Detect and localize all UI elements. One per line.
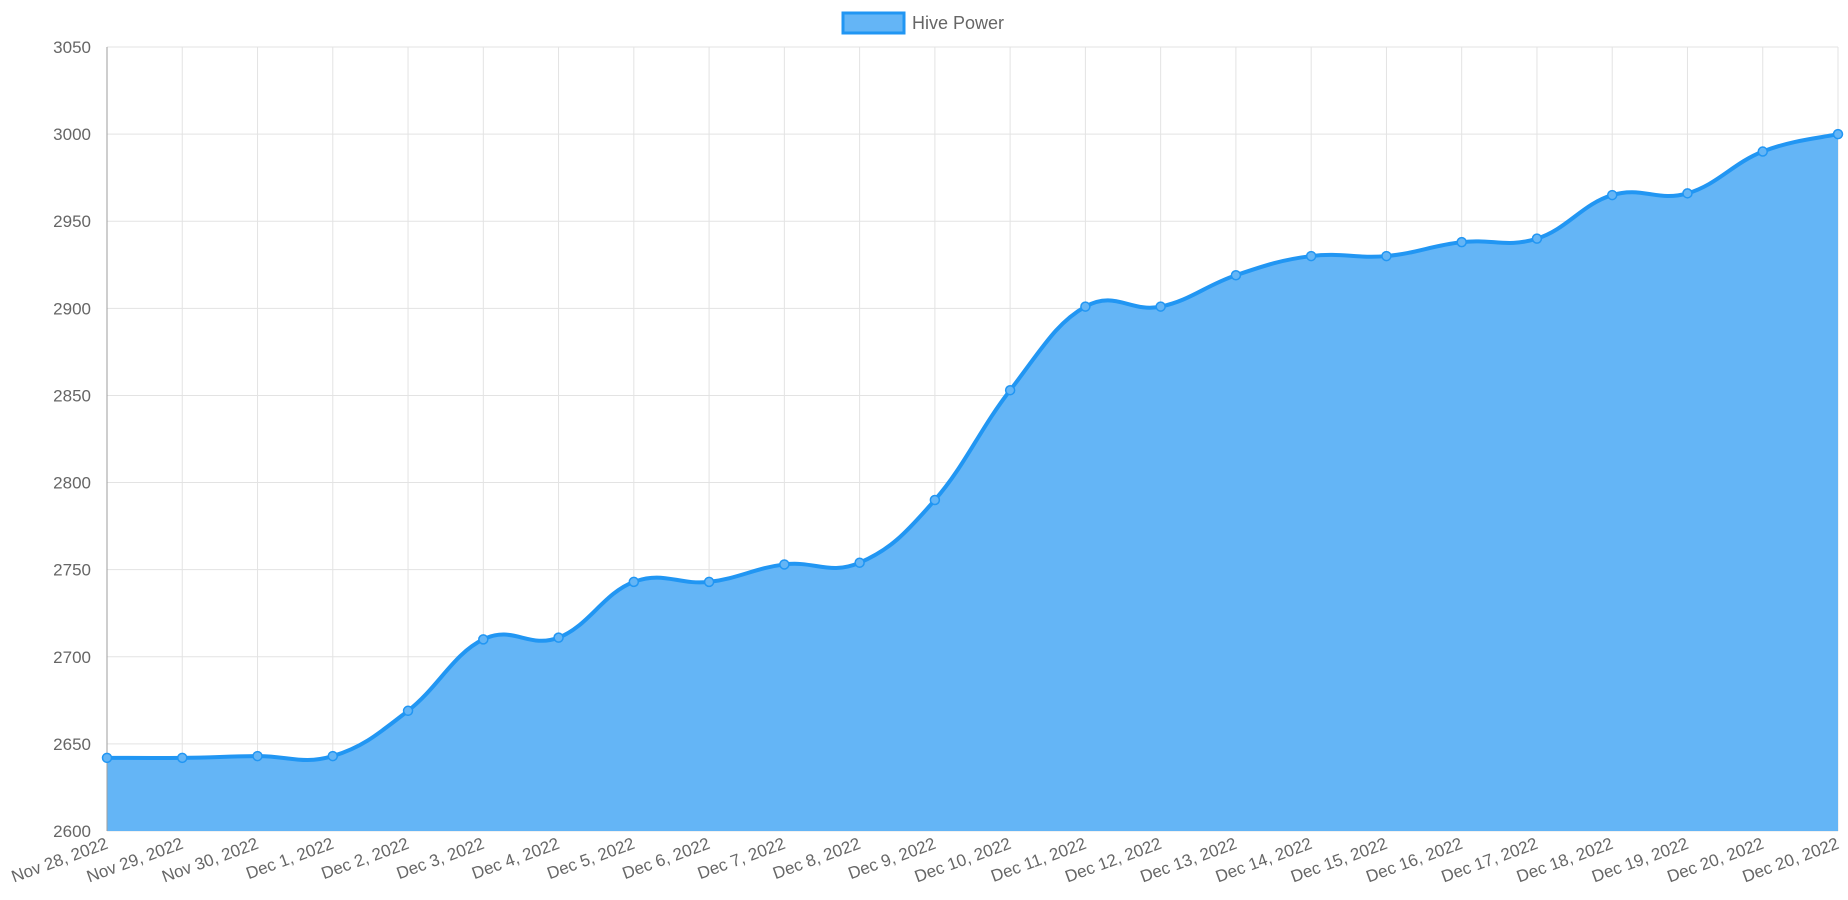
data-point[interactable] — [553, 632, 564, 643]
data-point[interactable] — [1606, 189, 1618, 201]
data-point[interactable] — [252, 750, 263, 762]
data-point[interactable] — [1682, 188, 1693, 199]
y-tick-labels: 2600 2650 2700 2750 2800 2850 2900 2950 3000 3050 — [53, 38, 91, 841]
data-point[interactable] — [327, 750, 339, 762]
data-point[interactable] — [1155, 301, 1166, 312]
data-point[interactable] — [1757, 146, 1768, 157]
y-tick-label: 2800 — [53, 474, 91, 493]
legend[interactable]: Hive Power — [841, 11, 1004, 35]
data-point[interactable] — [1004, 384, 1016, 396]
series-fill-hive-power — [107, 134, 1838, 832]
data-point[interactable] — [1531, 233, 1543, 244]
data-point[interactable] — [1381, 250, 1392, 262]
y-tick-label: 2850 — [53, 386, 91, 405]
y-tick-label: 3000 — [53, 125, 91, 144]
data-point[interactable] — [1456, 236, 1467, 248]
data-point[interactable] — [854, 557, 865, 568]
data-point[interactable] — [101, 752, 113, 764]
data-point[interactable] — [1832, 128, 1844, 140]
legend-swatch-hive-power[interactable] — [841, 11, 906, 35]
data-point[interactable] — [1080, 301, 1091, 312]
y-tick-label: 2650 — [53, 735, 91, 754]
y-tick-label: 3050 — [53, 38, 91, 57]
y-tick-label: 2950 — [53, 212, 91, 231]
data-point[interactable] — [703, 576, 715, 588]
data-point[interactable] — [929, 494, 941, 506]
y-tick-label: 2700 — [53, 648, 91, 667]
data-point[interactable] — [1230, 269, 1242, 281]
data-point[interactable] — [1305, 250, 1317, 262]
data-points — [101, 128, 1844, 764]
y-tick-label: 2900 — [53, 299, 91, 318]
data-point[interactable] — [402, 705, 414, 717]
data-point[interactable] — [177, 752, 188, 764]
data-point[interactable] — [779, 559, 790, 570]
legend-label[interactable]: Hive Power — [912, 13, 1004, 33]
y-tick-label: 2600 — [53, 822, 91, 841]
data-point[interactable] — [478, 634, 489, 645]
data-point[interactable] — [628, 576, 640, 588]
y-tick-label: 2750 — [53, 561, 91, 580]
